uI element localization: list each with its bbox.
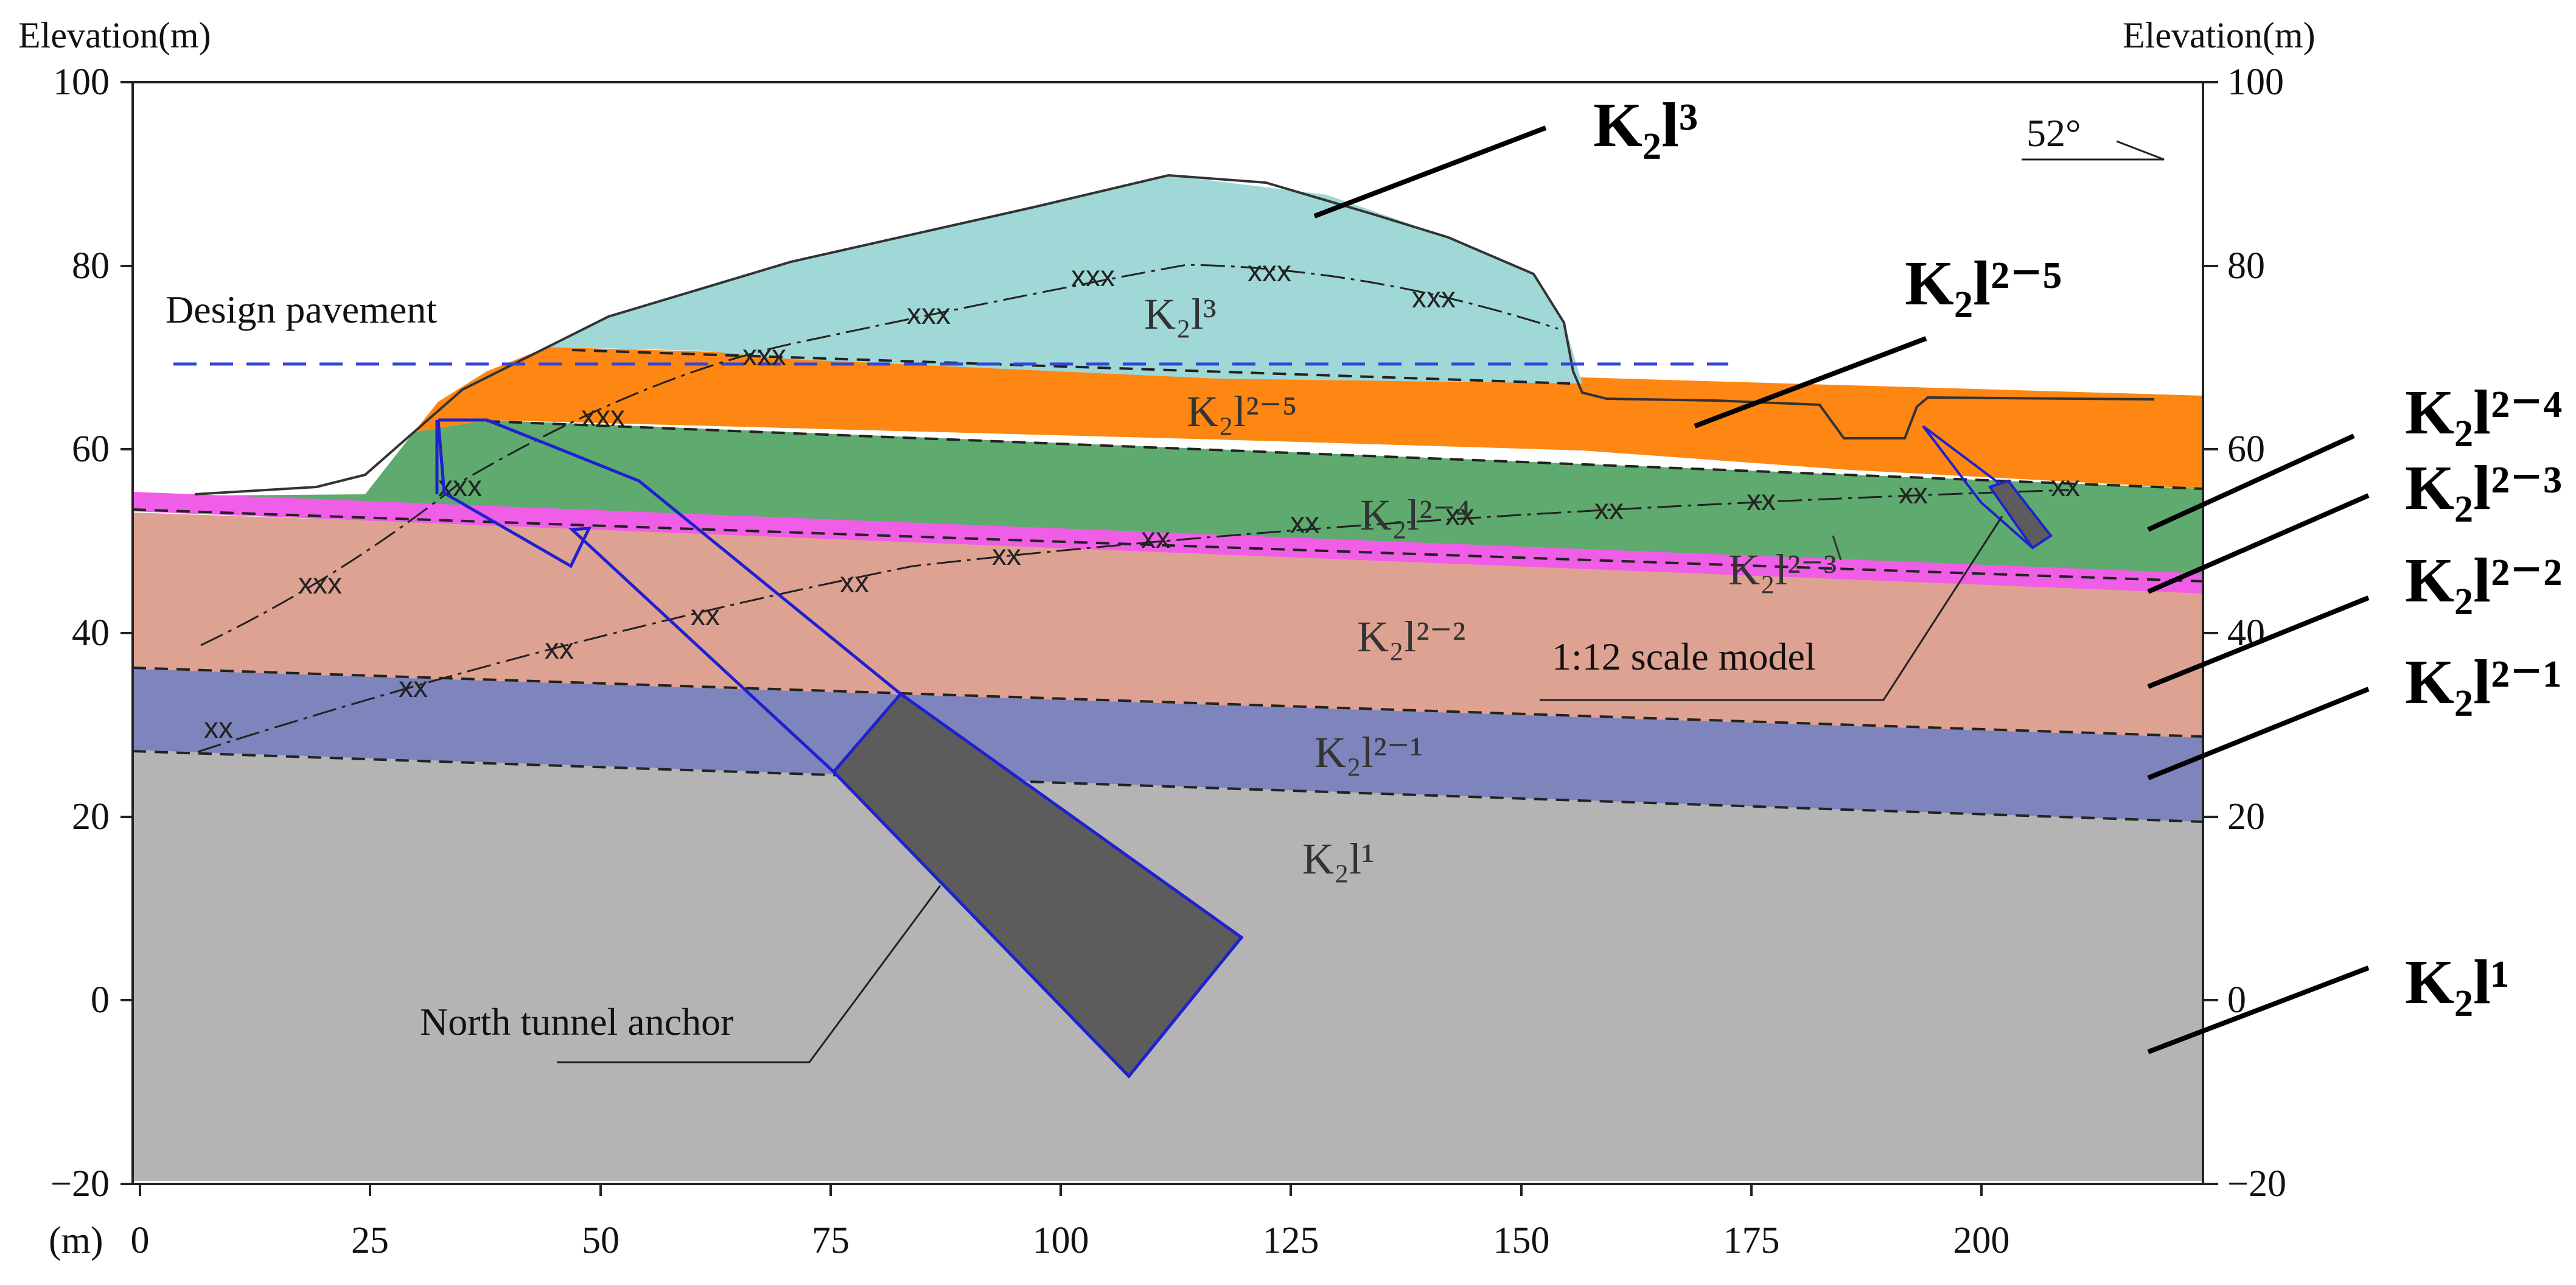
scale-model-body xyxy=(1988,479,2053,550)
y-tick-label: 100 xyxy=(2227,61,2284,103)
fault-mark: xx xyxy=(545,633,574,665)
north-anchor-label: North tunnel anchor xyxy=(420,1000,733,1043)
fault-mark: xx xyxy=(992,539,1021,572)
y-axis-left-labels: 100 80 60 40 20 0 −20 xyxy=(51,61,110,1205)
fault-mark: xxx xyxy=(1412,282,1456,314)
strata-layers xyxy=(133,175,2203,1181)
x-tick-label: 50 xyxy=(582,1220,620,1261)
y-tick-label: −20 xyxy=(51,1163,110,1205)
stratum-boundaries xyxy=(132,349,2204,823)
stratum-label-k2l1: K₂l¹ xyxy=(1302,835,1375,883)
fault-mark: xxx xyxy=(438,471,482,503)
stratum-k2l2-1 xyxy=(133,667,2203,822)
callout-k2l2-5: K₂l²⁻⁵ xyxy=(1905,248,2062,318)
fault-mark: xx xyxy=(1899,478,1928,510)
north-anchor-leader xyxy=(557,885,941,1063)
anchor-body xyxy=(831,692,1244,1079)
fault-mark: xxx xyxy=(742,340,786,372)
callout-k2l3: K₂l³ xyxy=(1593,90,1698,160)
x-tick-label: 75 xyxy=(812,1220,850,1261)
stratum-label-k2l2-3: K₂l²⁻³ xyxy=(1728,545,1837,594)
stratum-inner-labels: K₂l³ K₂l²⁻⁵ K₂l²⁻⁴ K₂l²⁻³ K₂l²⁻² K₂l²⁻¹ … xyxy=(1144,290,1837,883)
stratum-k2l3 xyxy=(548,175,1582,383)
x-tick-label: 0 xyxy=(131,1220,150,1261)
stratum-callouts: K₂l³ K₂l²⁻⁵ K₂l²⁻⁴ K₂l²⁻³ K₂l²⁻² K₂l²⁻¹ … xyxy=(1313,90,2562,1054)
stratum-label-k2l2-5: K₂l²⁻⁵ xyxy=(1187,387,1297,436)
y-tick-label: −20 xyxy=(2227,1163,2286,1205)
design-pavement-label: Design pavement xyxy=(166,288,437,331)
x-tick-label: 125 xyxy=(1263,1220,1319,1261)
fault-traces xyxy=(197,264,2070,753)
stratum-label-k2l2-1: K₂l²⁻¹ xyxy=(1314,728,1423,777)
dip-angle-label: 52° xyxy=(2026,111,2081,155)
x-axis-labels: (m) 0 25 50 75 100 125 150 175 200 xyxy=(49,1220,2010,1261)
x-axis-unit: (m) xyxy=(49,1220,103,1261)
scale-model xyxy=(1832,425,2053,561)
annotations: Design pavement 1:12 scale model North t… xyxy=(166,111,2165,1063)
y-tick-label: 80 xyxy=(72,245,110,287)
fault-mark: xx xyxy=(1747,485,1776,517)
fault-mark: xx xyxy=(1594,494,1624,526)
x-tick-label: 150 xyxy=(1493,1220,1550,1261)
x-tick-label: 100 xyxy=(1033,1220,1089,1261)
y-tick-label: 100 xyxy=(53,61,110,103)
fault-mark: xx xyxy=(1141,522,1170,555)
x-tick-label: 200 xyxy=(1953,1220,2010,1261)
y-axis-right-title: Elevation(m) xyxy=(2123,15,2316,55)
fault-mark: xx xyxy=(1290,507,1319,539)
y-tick-label: 40 xyxy=(72,612,110,654)
fault-mark: xx xyxy=(2051,471,2080,503)
y-tick-label: 20 xyxy=(2227,796,2265,838)
fault-mark: xxx xyxy=(907,298,951,331)
callout-k2l2-3: K₂l²⁻³ xyxy=(2405,453,2562,523)
y-tick-label: 20 xyxy=(72,796,110,838)
callout-k2l1: K₂l¹ xyxy=(2405,947,2510,1017)
stratum-k2l2-5 xyxy=(414,347,2203,489)
x-axis-ticks xyxy=(139,1184,1983,1196)
fault-mark: xx xyxy=(399,671,428,704)
x-tick-label: 25 xyxy=(351,1220,389,1261)
scale-model-leader xyxy=(1540,516,2003,701)
fault-mark: xx xyxy=(840,567,869,599)
fault-mark: xx xyxy=(691,600,720,632)
stratum-label-k2l2-2: K₂l²⁻² xyxy=(1357,612,1465,661)
y-tick-label: 0 xyxy=(91,979,110,1021)
dip-angle-symbol xyxy=(2022,140,2165,161)
y-axis-left-title: Elevation(m) xyxy=(18,15,211,55)
fault-mark: xx xyxy=(1445,499,1475,531)
y-tick-label: 60 xyxy=(72,429,110,470)
fault-mark: xx xyxy=(204,712,233,744)
north-tunnel-anchor xyxy=(435,418,1244,1079)
y-axis-ticks xyxy=(120,81,2218,1185)
fault-mark: xxx xyxy=(298,568,342,600)
x-tick-label: 175 xyxy=(1723,1220,1780,1261)
stratum-k2l2-4 xyxy=(133,420,2203,581)
scale-model-label: 1:12 scale model xyxy=(1552,635,1816,678)
stratum-label-k2l3: K₂l³ xyxy=(1144,290,1216,338)
fault-mark: xxx xyxy=(1071,261,1115,293)
fault-marks: xxx xxx xxx xxx xxx xxx xxx xxx xx xx xx… xyxy=(204,256,2080,744)
y-tick-label: 80 xyxy=(2227,245,2265,287)
callout-k2l2-1: K₂l²⁻¹ xyxy=(2405,647,2562,717)
y-tick-label: 60 xyxy=(2227,429,2265,470)
callout-k2l2-2: K₂l²⁻² xyxy=(2405,545,2562,615)
stratum-label-k2l2-4: K₂l²⁻⁴ xyxy=(1360,491,1471,539)
fault-mark: xxx xyxy=(581,401,625,433)
stratum-k2l2-3 xyxy=(133,492,2203,593)
callout-k2l2-4: K₂l²⁻⁴ xyxy=(2405,377,2562,447)
fault-mark: xxx xyxy=(1248,256,1291,288)
ground-surface xyxy=(194,173,2155,495)
